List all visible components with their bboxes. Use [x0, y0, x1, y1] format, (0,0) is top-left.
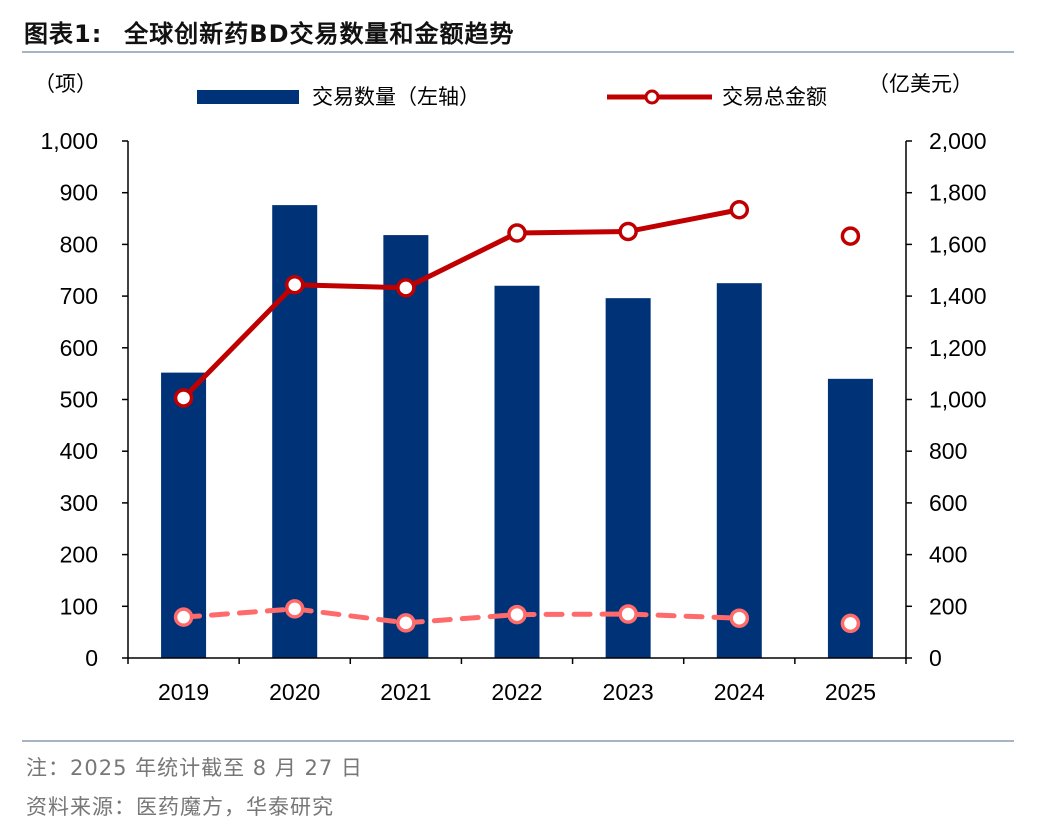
- right-tick-label: 1,400: [929, 283, 987, 309]
- x-tick-label-2024: 2024: [714, 679, 765, 705]
- figure-label: 图表1:: [24, 20, 103, 48]
- total-amount-point-2021: [396, 278, 416, 298]
- footnote: 注：2025 年统计截至 8 月 27 日: [26, 756, 363, 780]
- dashed-series-point-2019: [173, 607, 194, 627]
- left-axis-unit: （项）: [34, 73, 97, 96]
- total-amount-point-2025: [840, 226, 861, 246]
- bar-2024: [716, 283, 762, 658]
- legend-line-marker: [644, 89, 660, 105]
- left-tick-label: 300: [60, 490, 98, 516]
- right-tick-label: 1,000: [929, 387, 987, 413]
- bar-2021: [383, 235, 429, 658]
- bar-2025: [827, 378, 873, 658]
- left-tick-label: 900: [60, 180, 98, 206]
- x-tick-label-2019: 2019: [158, 679, 209, 705]
- left-tick-label: 600: [60, 335, 98, 361]
- right-tick-label: 200: [929, 593, 967, 619]
- bar-2023: [605, 298, 651, 658]
- dashed-series-point-2020: [284, 599, 305, 619]
- right-tick-label: 2,000: [929, 128, 987, 154]
- bars-group: [161, 205, 873, 658]
- lines-group: [173, 200, 861, 634]
- right-tick-label: 1,600: [929, 231, 987, 257]
- left-tick-label: 0: [85, 645, 98, 671]
- dashed-series-point-2024: [729, 608, 750, 628]
- dashed-series-point-2025: [840, 613, 861, 634]
- figure-title-text: 全球创新药BD交易数量和金额趋势: [124, 20, 515, 48]
- right-tick-label: 600: [929, 490, 967, 516]
- x-tick-label-2022: 2022: [491, 679, 542, 705]
- left-tick-label: 800: [60, 231, 98, 257]
- total-amount-line: [181, 207, 742, 401]
- total-amount-point-2024: [729, 200, 750, 220]
- top-divider: [22, 51, 1014, 53]
- total-amount-point-2022: [507, 223, 527, 243]
- legend-line-label: 交易总金额: [722, 86, 827, 109]
- legend-bar-label: 交易数量（左轴）: [312, 86, 480, 109]
- figure-title: 图表1: 全球创新药BD交易数量和金额趋势: [24, 14, 515, 49]
- legend-group: 交易数量（左轴） 交易总金额: [197, 86, 827, 109]
- dashed-series-line: [181, 606, 742, 626]
- legend-bar-swatch: [197, 90, 299, 104]
- left-tick-label: 1,000: [40, 128, 98, 154]
- bar-2022: [494, 285, 540, 658]
- right-tick-label: 800: [929, 438, 967, 464]
- total-amount-point-2020: [284, 274, 305, 295]
- x-tick-label-2025: 2025: [825, 679, 876, 705]
- left-tick-label: 700: [60, 283, 98, 309]
- chart-area: 0 100 200 300 400 500 600 700 800 900 1,000 0 200 400…: [34, 73, 987, 705]
- total-amount-point-2023: [618, 221, 638, 242]
- x-tick-label-2020: 2020: [269, 679, 320, 705]
- source-note: 资料来源：医药魔方，华泰研究: [26, 795, 334, 819]
- x-tick-label-2021: 2021: [380, 679, 431, 705]
- right-tick-label: 1,200: [929, 335, 987, 361]
- right-tick-label: 0: [929, 645, 942, 671]
- left-tick-label: 100: [60, 593, 98, 619]
- x-tick-label-2023: 2023: [603, 679, 654, 705]
- right-tick-label: 400: [929, 542, 967, 568]
- left-tick-label: 400: [60, 438, 98, 464]
- right-axis-unit: （亿美元）: [868, 73, 973, 96]
- total-amount-point-2019: [173, 388, 194, 408]
- bottom-divider: [22, 740, 1014, 742]
- dashed-series-point-2022: [507, 604, 527, 625]
- left-tick-label: 200: [60, 542, 98, 568]
- left-tick-label: 500: [60, 387, 98, 413]
- right-tick-label: 1,800: [929, 180, 987, 206]
- bar-2020: [272, 205, 318, 658]
- axes-group: 0 100 200 300 400 500 600 700 800 900 1,000 0 200 400…: [34, 73, 987, 705]
- dashed-series-point-2023: [618, 604, 638, 624]
- dashed-series-point-2021: [396, 613, 416, 633]
